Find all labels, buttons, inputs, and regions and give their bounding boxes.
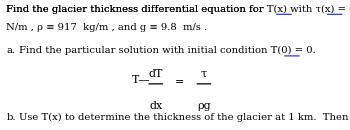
- Text: T—: T—: [132, 75, 150, 85]
- Text: Use T(x) to determine the thickness of the glacier at 1 km.  Then graph the func: Use T(x) to determine the thickness of t…: [19, 113, 350, 122]
- Text: N/m , ρ ≡ 917  kg/m , and g ≡ 9.8  m/s .: N/m , ρ ≡ 917 kg/m , and g ≡ 9.8 m/s .: [6, 23, 208, 32]
- Text: ρg: ρg: [197, 101, 211, 111]
- Text: Find the glacier thickness differential equation for T(x) with τ(x) = 0.3x(1000 : Find the glacier thickness differential …: [6, 5, 350, 14]
- Text: =: =: [175, 77, 184, 87]
- Text: a.: a.: [6, 46, 15, 55]
- Text: dT: dT: [148, 69, 163, 79]
- Text: τ: τ: [201, 69, 207, 79]
- Text: Find the particular solution with initial condition T(0) = 0.: Find the particular solution with initia…: [19, 46, 316, 55]
- Text: dx: dx: [149, 101, 162, 111]
- Text: b.: b.: [6, 113, 16, 122]
- Text: Find the glacier thickness differential equation for: Find the glacier thickness differential …: [6, 5, 267, 14]
